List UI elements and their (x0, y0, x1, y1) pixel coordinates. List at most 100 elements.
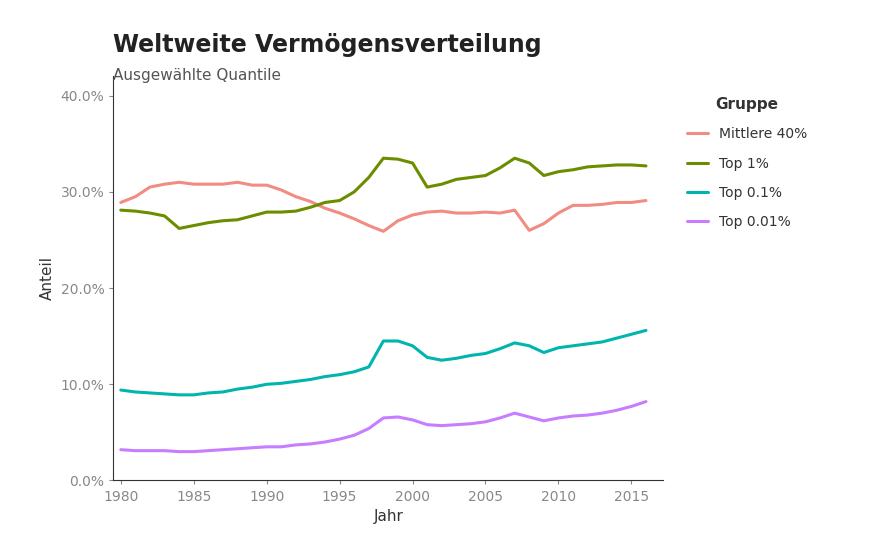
Top 1% (159, 212, 169, 219)
Top 0.01% (159, 447, 169, 454)
Mittlere 40% (626, 199, 636, 206)
Top 0.1% (451, 355, 462, 361)
Mittlere 40% (276, 187, 286, 193)
Top 1% (203, 219, 214, 226)
Top 1% (436, 181, 447, 187)
Top 1% (349, 188, 360, 195)
Top 0.1% (553, 345, 564, 351)
Top 0.01% (539, 418, 549, 424)
Mittlere 40% (567, 202, 578, 209)
Top 1% (189, 222, 199, 229)
Top 1% (422, 184, 432, 191)
Top 0.1% (480, 350, 491, 357)
Top 0.1% (203, 390, 214, 396)
Top 1% (247, 212, 258, 219)
Mittlere 40% (247, 182, 258, 188)
Top 0.1% (408, 342, 418, 349)
Top 1% (261, 209, 272, 215)
Top 1% (393, 156, 403, 163)
Top 0.1% (539, 349, 549, 356)
Top 0.1% (393, 338, 403, 345)
Mittlere 40% (159, 181, 169, 187)
Top 0.1% (422, 354, 432, 360)
Top 0.1% (261, 381, 272, 388)
Top 0.01% (320, 439, 330, 446)
Top 0.01% (378, 414, 388, 421)
Top 0.1% (276, 380, 286, 387)
Mittlere 40% (451, 210, 462, 216)
Legend: Mittlere 40%, Top 1%, Top 0.1%, Top 0.01%: Mittlere 40%, Top 1%, Top 0.1%, Top 0.01… (682, 92, 813, 235)
Top 0.01% (524, 414, 534, 420)
Text: Ausgewählte Quantile: Ausgewählte Quantile (113, 68, 281, 83)
Top 0.1% (232, 386, 243, 393)
Top 0.1% (510, 340, 520, 346)
Top 0.01% (597, 410, 608, 417)
Mittlere 40% (261, 182, 272, 188)
Top 1% (291, 208, 301, 215)
Top 1% (641, 163, 651, 169)
Top 0.01% (349, 432, 360, 438)
Mittlere 40% (189, 181, 199, 187)
Mittlere 40% (524, 227, 534, 234)
Top 0.1% (378, 338, 388, 345)
Top 0.01% (232, 446, 243, 452)
Top 1% (465, 174, 476, 181)
Top 0.1% (334, 371, 345, 378)
Top 1% (582, 164, 593, 170)
X-axis label: Jahr: Jahr (374, 509, 403, 524)
Top 1% (232, 217, 243, 223)
Line: Top 1%: Top 1% (120, 158, 646, 228)
Top 1% (306, 204, 316, 211)
Top 1% (567, 167, 578, 173)
Top 0.01% (115, 447, 126, 453)
Top 1% (612, 162, 622, 168)
Line: Top 0.01%: Top 0.01% (120, 402, 646, 452)
Mittlere 40% (145, 184, 155, 191)
Mittlere 40% (306, 198, 316, 205)
Top 0.1% (495, 346, 505, 352)
Line: Mittlere 40%: Mittlere 40% (120, 182, 646, 232)
Mittlere 40% (320, 205, 330, 211)
Top 0.01% (217, 447, 228, 453)
Top 0.1% (612, 335, 622, 341)
Mittlere 40% (291, 193, 301, 200)
Top 0.01% (363, 425, 374, 432)
Top 0.1% (363, 364, 374, 370)
Top 1% (480, 172, 491, 179)
Top 1% (495, 164, 505, 171)
Top 0.1% (597, 339, 608, 345)
Top 0.01% (408, 417, 418, 423)
Top 0.1% (174, 391, 184, 398)
Top 0.01% (480, 419, 491, 425)
Top 0.01% (247, 444, 258, 451)
Top 0.01% (465, 420, 476, 427)
Mittlere 40% (510, 207, 520, 213)
Top 0.1% (349, 369, 360, 375)
Mittlere 40% (334, 210, 345, 216)
Top 1% (334, 197, 345, 204)
Top 0.1% (145, 390, 155, 396)
Mittlere 40% (378, 228, 388, 235)
Top 0.1% (130, 389, 141, 395)
Top 0.01% (553, 414, 564, 421)
Top 0.01% (612, 407, 622, 413)
Top 1% (539, 172, 549, 179)
Top 0.01% (436, 423, 447, 429)
Mittlere 40% (217, 181, 228, 187)
Top 0.1% (217, 389, 228, 395)
Mittlere 40% (480, 209, 491, 215)
Top 0.01% (422, 422, 432, 428)
Top 0.1% (436, 357, 447, 364)
Top 1% (510, 155, 520, 162)
Top 1% (408, 160, 418, 167)
Mittlere 40% (408, 212, 418, 218)
Top 0.01% (626, 403, 636, 410)
Top 1% (174, 225, 184, 232)
Top 1% (115, 207, 126, 213)
Top 0.01% (276, 443, 286, 450)
Top 1% (451, 176, 462, 183)
Mittlere 40% (130, 193, 141, 200)
Top 1% (145, 210, 155, 216)
Top 0.01% (130, 447, 141, 454)
Top 0.1% (465, 352, 476, 359)
